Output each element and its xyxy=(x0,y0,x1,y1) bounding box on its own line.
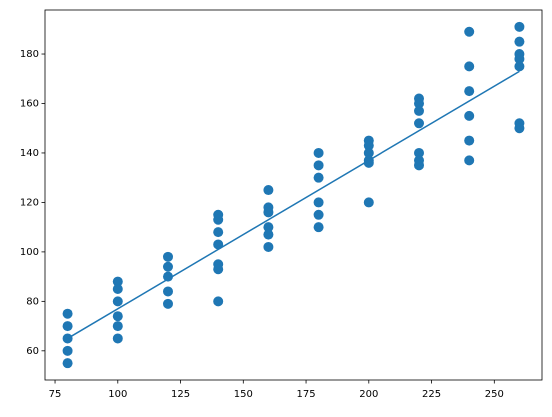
point xyxy=(162,286,173,297)
point xyxy=(112,311,123,322)
point xyxy=(514,53,525,64)
y-tick-label: 100 xyxy=(20,247,39,258)
point xyxy=(313,160,324,171)
y-tick-label: 60 xyxy=(26,346,39,357)
point xyxy=(162,261,173,272)
point xyxy=(414,160,425,171)
point xyxy=(514,123,525,134)
y-tick-label: 140 xyxy=(20,148,39,159)
point xyxy=(112,321,123,332)
point xyxy=(62,321,73,332)
point xyxy=(263,241,274,252)
point xyxy=(62,358,73,369)
point xyxy=(514,61,525,72)
point xyxy=(162,298,173,309)
point xyxy=(363,147,374,158)
point xyxy=(464,26,475,37)
x-tick-label: 200 xyxy=(359,389,378,400)
point xyxy=(213,214,224,225)
point xyxy=(162,271,173,282)
point xyxy=(464,110,475,121)
y-tick-label: 120 xyxy=(20,197,39,208)
point xyxy=(464,135,475,146)
point xyxy=(62,308,73,319)
point xyxy=(363,157,374,168)
point xyxy=(112,276,123,287)
point xyxy=(213,296,224,307)
point xyxy=(414,118,425,129)
point xyxy=(514,21,525,32)
y-tick-label: 80 xyxy=(26,296,39,307)
point xyxy=(162,251,173,262)
point xyxy=(263,185,274,196)
x-tick-label: 250 xyxy=(485,389,504,400)
y-tick-label: 160 xyxy=(20,98,39,109)
point xyxy=(313,222,324,233)
x-tick-label: 225 xyxy=(422,389,441,400)
point xyxy=(62,345,73,356)
point xyxy=(213,239,224,250)
point xyxy=(414,105,425,116)
point xyxy=(464,61,475,72)
x-tick-label: 125 xyxy=(171,389,190,400)
point xyxy=(263,207,274,218)
point xyxy=(414,98,425,109)
axes-frame xyxy=(44,9,543,381)
x-tick-label: 100 xyxy=(108,389,127,400)
point xyxy=(112,296,123,307)
point xyxy=(363,140,374,151)
x-tick-label: 150 xyxy=(234,389,253,400)
point xyxy=(213,227,224,238)
point xyxy=(414,147,425,158)
x-tick-label: 175 xyxy=(297,389,316,400)
point xyxy=(313,172,324,183)
point xyxy=(464,86,475,97)
point xyxy=(112,283,123,294)
point xyxy=(213,264,224,275)
point xyxy=(263,229,274,240)
point xyxy=(514,36,525,47)
y-tick-label: 180 xyxy=(20,49,39,60)
point xyxy=(464,155,475,166)
fit-line xyxy=(67,70,520,340)
point xyxy=(363,197,374,208)
point xyxy=(313,147,324,158)
point xyxy=(313,209,324,220)
point xyxy=(112,333,123,344)
point xyxy=(313,197,324,208)
x-tick-label: 75 xyxy=(49,389,62,400)
point xyxy=(263,222,274,233)
